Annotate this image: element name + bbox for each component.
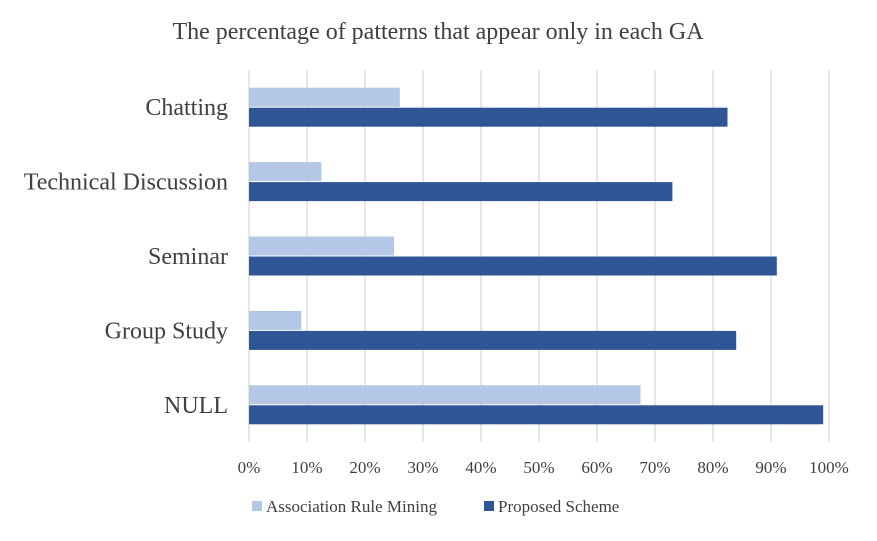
chart-title: The percentage of patterns that appear o… [172, 19, 704, 45]
x-tick-label: 90% [755, 458, 786, 477]
category-label-seminar: Seminar [148, 244, 228, 270]
legend-label-proposed-scheme: Proposed Scheme [498, 497, 619, 516]
x-tick-label: 10% [291, 458, 322, 477]
x-tick-label: 80% [697, 458, 728, 477]
category-label-group-study: Group Study [105, 318, 228, 344]
bar-proposed-scheme-chatting [249, 107, 728, 127]
bar-proposed-scheme-null [249, 405, 824, 425]
category-label-technical-discussion: Technical Discussion [24, 170, 228, 196]
x-tick-label: 40% [465, 458, 496, 477]
legend-label-association-rule-mining: Association Rule Mining [266, 497, 437, 516]
category-label-chatting: Chatting [145, 95, 228, 121]
bars [249, 87, 824, 425]
bar-association-rule-mining-chatting [249, 87, 400, 107]
x-tick-label: 50% [523, 458, 554, 477]
x-tick-label: 60% [581, 458, 612, 477]
x-tick-label: 100% [809, 458, 849, 477]
legend-swatch-proposed-scheme [484, 501, 494, 511]
bar-association-rule-mining-group-study [249, 310, 302, 330]
bar-proposed-scheme-group-study [249, 330, 737, 350]
bar-association-rule-mining-technical-discussion [249, 162, 322, 182]
bar-association-rule-mining-null [249, 385, 641, 405]
bar-association-rule-mining-seminar [249, 236, 394, 256]
gridlines [248, 70, 830, 442]
x-tick-label: 30% [407, 458, 438, 477]
x-tick-label: 0% [238, 458, 261, 477]
category-labels: Chatting Technical Discussion Seminar Group… [24, 95, 228, 419]
legend-swatch-association-rule-mining [252, 501, 262, 511]
category-label-null: NULL [164, 393, 228, 419]
bar-proposed-scheme-technical-discussion [249, 182, 673, 202]
legend: Association Rule Mining Proposed Scheme [252, 497, 619, 516]
x-tick-label: 70% [639, 458, 670, 477]
bar-proposed-scheme-seminar [249, 256, 777, 276]
x-tick-label: 20% [349, 458, 380, 477]
x-axis-tick-labels: 0% 10% 20% 30% 40% 50% 60% 70% 80% 90% 100% [238, 458, 849, 477]
